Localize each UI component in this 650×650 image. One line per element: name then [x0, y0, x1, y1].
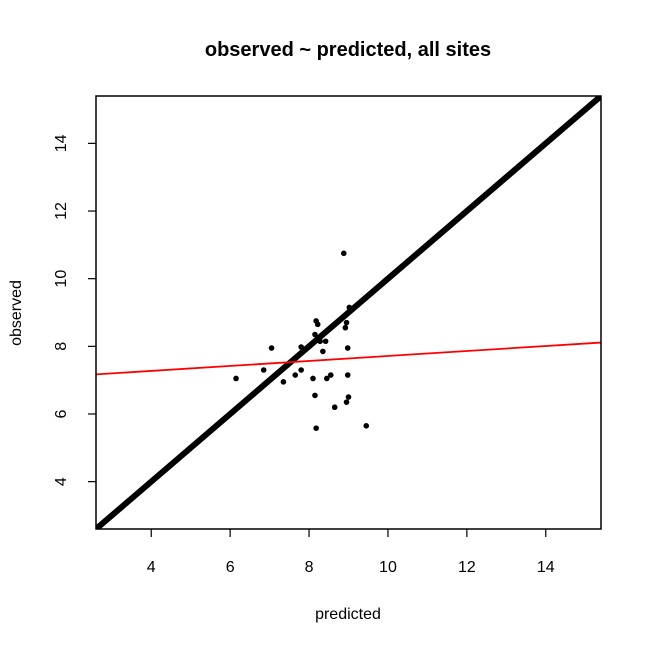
- data-point: [331, 404, 338, 411]
- x-tick-label: 14: [537, 559, 555, 576]
- x-tick-label: 10: [379, 559, 397, 576]
- data-point: [342, 324, 349, 331]
- y-tick-label: 14: [53, 134, 70, 152]
- data-point: [343, 399, 350, 405]
- data-point: [313, 425, 319, 431]
- data-point: [345, 394, 352, 400]
- data-point: [324, 375, 330, 382]
- data-point: [327, 372, 334, 378]
- data-point: [233, 375, 239, 382]
- y-tick-label: 8: [53, 342, 70, 351]
- x-axis-label: predicted: [315, 606, 381, 623]
- data-point: [340, 250, 347, 257]
- data-point: [298, 367, 304, 373]
- data-point: [292, 372, 299, 378]
- data-point: [322, 338, 329, 345]
- fit-line: [96, 341, 601, 376]
- x-tick-label: 8: [305, 559, 314, 576]
- chart-title: observed ~ predicted, all sites: [205, 39, 491, 61]
- data-point: [298, 344, 304, 350]
- data-point: [363, 423, 370, 429]
- y-tick-label: 6: [53, 409, 70, 418]
- y-tick-label: 12: [53, 202, 70, 220]
- x-tick-label: 4: [147, 559, 156, 576]
- data-point: [346, 304, 353, 311]
- plot-frame: [95, 95, 602, 530]
- data-point: [312, 331, 318, 338]
- x-tick-label: 6: [226, 559, 235, 576]
- data-point: [280, 379, 287, 385]
- identity-line: [96, 96, 601, 529]
- data-point: [268, 345, 275, 351]
- data-point: [312, 392, 318, 399]
- data-point: [260, 367, 267, 373]
- y-axis-label: observed: [8, 280, 25, 346]
- data-point: [343, 319, 350, 326]
- data-point: [310, 375, 316, 382]
- data-point: [344, 372, 351, 378]
- data-point: [320, 348, 326, 355]
- x-tick-label: 12: [458, 559, 476, 576]
- data-point: [314, 321, 321, 328]
- y-tick-label: 4: [53, 477, 70, 486]
- data-point: [344, 345, 351, 351]
- data-point: [317, 338, 323, 345]
- y-tick-label: 10: [53, 270, 70, 288]
